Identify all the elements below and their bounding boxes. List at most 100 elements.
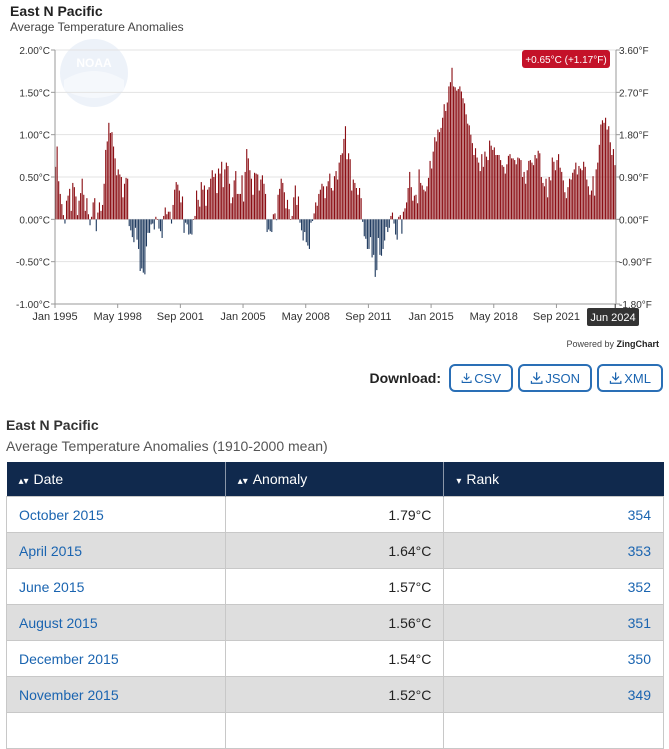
chart-bar[interactable]: [95, 219, 97, 232]
chart-bar[interactable]: [338, 162, 340, 220]
chart-bar[interactable]: [207, 189, 209, 220]
chart-bar[interactable]: [301, 219, 303, 231]
chart-bar[interactable]: [283, 192, 285, 220]
chart-bar[interactable]: [586, 179, 588, 220]
chart-bar[interactable]: [509, 154, 511, 220]
chart-bar[interactable]: [611, 154, 613, 220]
chart-bar[interactable]: [269, 219, 271, 232]
row-date-link[interactable]: [6, 712, 226, 749]
chart-bar[interactable]: [330, 188, 332, 220]
chart-bar[interactable]: [216, 193, 218, 220]
chart-bar[interactable]: [376, 219, 378, 271]
chart-bar[interactable]: [606, 129, 608, 220]
chart-bar[interactable]: [69, 188, 71, 220]
chart-bar[interactable]: [515, 164, 517, 220]
chart-bar[interactable]: [415, 194, 417, 220]
chart-bar[interactable]: [108, 122, 110, 220]
chart-bar[interactable]: [536, 158, 538, 220]
chart-bar[interactable]: [149, 219, 151, 233]
chart-bar[interactable]: [359, 188, 361, 220]
chart-bar[interactable]: [446, 102, 448, 220]
chart-bar[interactable]: [122, 197, 124, 220]
chart-bar[interactable]: [340, 154, 342, 220]
chart-bar[interactable]: [564, 192, 566, 220]
chart-bar[interactable]: [78, 200, 80, 220]
chart-bar[interactable]: [72, 182, 74, 220]
chart-bar[interactable]: [597, 162, 599, 220]
chart-bar[interactable]: [478, 162, 480, 220]
chart-bar[interactable]: [550, 180, 552, 220]
chart-bar[interactable]: [322, 186, 325, 220]
chart-bar[interactable]: [280, 178, 282, 220]
chart-bar[interactable]: [612, 149, 614, 220]
chart-bar[interactable]: [539, 153, 541, 220]
chart-bar[interactable]: [578, 165, 580, 220]
chart-bar[interactable]: [379, 219, 381, 255]
chart-bar[interactable]: [473, 154, 475, 220]
chart-bar[interactable]: [449, 82, 452, 220]
chart-bar[interactable]: [540, 177, 542, 220]
chart-bar[interactable]: [504, 173, 506, 220]
chart-bar[interactable]: [355, 188, 357, 220]
row-rank-link[interactable]: 354: [443, 496, 664, 533]
chart-bar[interactable]: [459, 86, 461, 220]
chart-bar[interactable]: [600, 124, 602, 220]
chart-bar[interactable]: [296, 204, 298, 220]
chart-bar[interactable]: [100, 210, 102, 220]
chart-bar[interactable]: [351, 190, 353, 220]
chart-bar[interactable]: [194, 215, 196, 220]
chart-bar[interactable]: [360, 198, 362, 220]
chart-bar[interactable]: [354, 182, 356, 220]
chart-bar[interactable]: [464, 103, 466, 220]
chart-bar[interactable]: [319, 189, 321, 220]
chart-bar[interactable]: [442, 117, 444, 220]
chart-bar[interactable]: [543, 186, 546, 220]
chart-bar[interactable]: [114, 158, 116, 220]
chart-bar[interactable]: [274, 213, 276, 220]
chart-bar[interactable]: [380, 219, 383, 256]
chart-bar[interactable]: [572, 172, 574, 220]
chart-bar[interactable]: [335, 171, 337, 220]
chart-bar[interactable]: [166, 214, 168, 220]
chart-bar[interactable]: [313, 213, 315, 220]
chart-bar[interactable]: [438, 132, 441, 220]
chart-bar[interactable]: [75, 196, 77, 220]
chart-bar[interactable]: [268, 219, 270, 230]
chart-bar[interactable]: [404, 208, 406, 220]
chart-bar[interactable]: [583, 161, 585, 220]
chart-bar[interactable]: [462, 98, 464, 220]
chart-bar[interactable]: [489, 140, 491, 220]
chart-bar[interactable]: [189, 219, 191, 234]
chart-bar[interactable]: [249, 170, 251, 220]
chart-bar[interactable]: [316, 205, 318, 220]
chart-bar[interactable]: [59, 193, 61, 220]
chart-bar[interactable]: [570, 179, 572, 220]
zingchart-link[interactable]: ZingChart: [616, 339, 660, 349]
chart-bar[interactable]: [133, 219, 135, 243]
chart-bar[interactable]: [490, 145, 492, 220]
chart-bar[interactable]: [299, 219, 301, 223]
anomaly-chart[interactable]: NOAA 2.00°C 3.60°F 1.50°C 2.70°F 1.00°C 1.80°…: [0, 38, 669, 328]
chart-bar[interactable]: [592, 176, 594, 220]
chart-bar[interactable]: [92, 202, 94, 220]
chart-bar[interactable]: [374, 219, 376, 277]
chart-bar[interactable]: [420, 182, 422, 220]
chart-bar[interactable]: [293, 197, 295, 220]
chart-bar[interactable]: [214, 173, 216, 220]
chart-bar[interactable]: [594, 195, 596, 220]
chart-bar[interactable]: [484, 151, 486, 220]
chart-bar[interactable]: [277, 194, 279, 220]
chart-bar[interactable]: [230, 203, 232, 220]
column-header-anomaly[interactable]: ▴▾ Anomaly: [225, 462, 445, 497]
chart-bar[interactable]: [511, 158, 513, 220]
chart-bar[interactable]: [579, 168, 582, 220]
chart-bar[interactable]: [208, 187, 210, 220]
chart-bar[interactable]: [84, 210, 86, 220]
chart-bar[interactable]: [192, 219, 195, 220]
chart-bar[interactable]: [98, 202, 100, 220]
chart-bar[interactable]: [401, 219, 403, 234]
chart-bar[interactable]: [257, 174, 259, 220]
chart-bar[interactable]: [474, 148, 477, 220]
chart-bar[interactable]: [554, 170, 557, 220]
chart-bar[interactable]: [70, 210, 72, 220]
